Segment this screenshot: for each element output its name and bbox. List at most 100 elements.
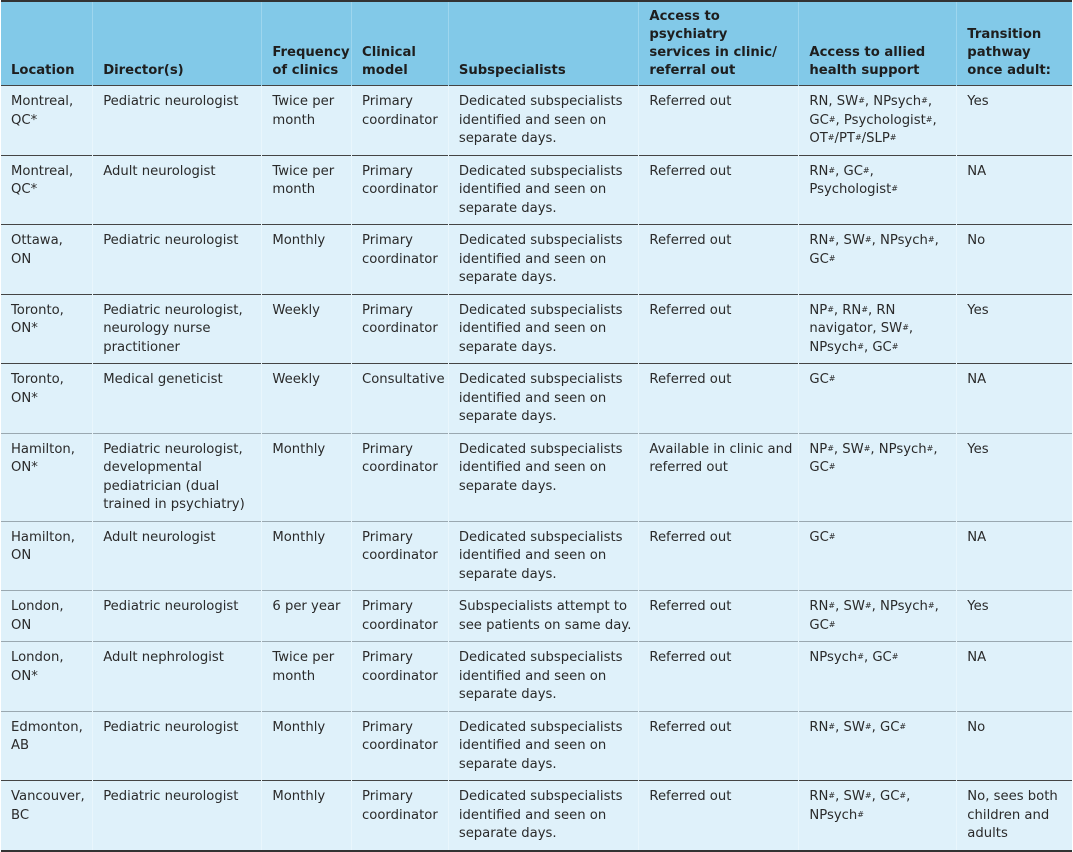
cell-clinical-model: Primary coordinator	[351, 711, 449, 781]
cell-psychiatry-access: Referred out	[638, 521, 799, 591]
allied-item: RN	[809, 599, 829, 614]
allied-item: NP	[809, 302, 828, 318]
footnote-marker: #	[827, 304, 834, 314]
cell-transition: NA	[956, 155, 1072, 225]
cell-transition: Yes	[956, 433, 1072, 521]
allied-item: NPsych	[809, 650, 858, 665]
allied-item: GC	[809, 372, 829, 387]
cell-directors: Adult nephrologist	[92, 641, 262, 711]
cell-location: Hamilton, ON*	[1, 433, 93, 521]
footnote-marker: #	[828, 462, 836, 471]
allied-item: , GC	[809, 94, 933, 128]
allied-item: , GC	[809, 441, 938, 476]
cell-frequency: Twice per month	[261, 641, 352, 711]
cell-transition: Yes	[956, 294, 1072, 364]
footnote-marker: #	[857, 652, 864, 661]
cell-psychiatry-access: Referred out	[638, 224, 799, 294]
header-frequency: Frequency of clinics	[261, 1, 352, 86]
cell-transition: Yes	[956, 85, 1072, 155]
table-row: Montreal, QC* Adult neurologist Twice pe…	[1, 155, 1072, 225]
cell-directors: Adult neurologist	[92, 521, 262, 591]
cell-clinical-model: Primary coordinator	[351, 521, 449, 591]
footnote-marker: #	[858, 96, 865, 105]
footnote-marker: #	[828, 253, 836, 263]
cell-location: Ottawa, ON	[1, 224, 93, 294]
cell-frequency: Weekly	[261, 294, 352, 364]
allied-item: , GC	[863, 650, 892, 665]
allied-item: , SW	[835, 789, 865, 804]
footnote-marker: #	[857, 341, 864, 351]
allied-item: GC	[809, 529, 829, 545]
cell-directors: Pediatric neurologist	[92, 780, 262, 851]
cell-location: London, ON	[1, 590, 93, 642]
table-row: Hamilton, ON* Pediatric neurologist, dev…	[1, 433, 1072, 521]
cell-transition: Yes	[956, 590, 1072, 642]
table-row: London, ON Pediatric neurologist 6 per y…	[1, 590, 1072, 642]
cell-transition: No, sees both children and adults	[956, 780, 1072, 851]
footnote-marker: #	[864, 791, 872, 800]
cell-subspecialists: Dedicated subspecialists identified and …	[447, 294, 639, 364]
footnote-marker: #	[891, 652, 899, 661]
cell-clinical-model: Primary coordinator	[351, 641, 449, 711]
footnote-marker: #	[861, 304, 869, 314]
allied-item: , SW	[835, 233, 865, 248]
cell-subspecialists: Dedicated subspecialists identified and …	[447, 433, 639, 521]
allied-item: RN	[809, 719, 829, 735]
cell-frequency: Monthly	[261, 433, 352, 521]
header-allied-health: Access to allied health support	[798, 1, 957, 86]
cell-clinical-model: Consultative	[351, 363, 449, 433]
footnote-marker: #	[926, 443, 934, 453]
cell-allied-health: GC#	[798, 363, 957, 433]
table-row: Edmonton, AB Pediatric neurologist Month…	[1, 711, 1072, 781]
allied-item: , GC	[863, 339, 892, 355]
footnote-marker: #	[828, 791, 836, 800]
footnote-marker: #	[828, 114, 836, 124]
footnote-marker: #	[857, 809, 864, 819]
allied-item: , OT	[809, 112, 937, 147]
footnote-marker: #	[864, 235, 872, 244]
cell-allied-health: RN#, SW#, GC#	[798, 711, 957, 781]
cell-clinical-model: Primary coordinator	[351, 85, 449, 155]
cell-directors: Medical geneticist	[92, 363, 262, 433]
allied-item: , Psychologist	[809, 163, 892, 198]
header-transition: Transition pathway once adult:	[956, 1, 1072, 86]
footnote-marker: #	[925, 114, 933, 124]
allied-item: , GC	[871, 789, 900, 804]
cell-location: Montreal, QC*	[1, 155, 93, 225]
cell-allied-health: RN#, SW#, NPsych#, GC#	[798, 590, 957, 642]
footnote-marker: #	[899, 721, 907, 731]
allied-item: , GC	[809, 599, 939, 633]
cell-clinical-model: Primary coordinator	[351, 294, 449, 364]
table-header: Location Director(s) Frequency of clinic…	[1, 1, 1072, 86]
table-row: Hamilton, ON Adult neurologist Monthly P…	[1, 521, 1072, 591]
cell-directors: Pediatric neurologist	[92, 711, 262, 781]
footnote-marker: #	[828, 235, 836, 244]
cell-frequency: Monthly	[261, 224, 352, 294]
cell-clinical-model: Primary coordinator	[351, 780, 449, 851]
allied-item: , GC	[809, 233, 939, 267]
allied-item: , SW	[833, 441, 864, 457]
cell-transition: No	[956, 711, 1072, 781]
cell-allied-health: NP#, RN#, RN navigator, SW#, NPsych#, GC…	[798, 294, 957, 364]
footnote-marker: #	[921, 96, 928, 105]
cell-psychiatry-access: Referred out	[638, 294, 799, 364]
cell-allied-health: RN#, SW#, GC#, NPsych#	[798, 780, 957, 851]
cell-psychiatry-access: Referred out	[638, 363, 799, 433]
cell-frequency: 6 per year	[261, 590, 352, 642]
cell-frequency: Monthly	[261, 780, 352, 851]
footnote-marker: #	[827, 133, 835, 142]
cell-subspecialists: Dedicated subspecialists identified and …	[447, 780, 639, 851]
cell-psychiatry-access: Referred out	[638, 155, 799, 225]
allied-item: , Psychologist	[835, 112, 926, 128]
allied-item: , NPsych	[870, 441, 927, 457]
cell-clinical-model: Primary coordinator	[351, 155, 449, 225]
cell-allied-health: NPsych#, GC#	[798, 641, 957, 711]
allied-item: RN	[809, 233, 829, 248]
footnote-marker: #	[927, 601, 935, 610]
footnote-marker: #	[891, 184, 898, 193]
header-directors: Director(s)	[92, 1, 262, 86]
allied-item: /SLP	[861, 131, 890, 146]
footnote-marker: #	[927, 235, 935, 244]
footnote-marker: #	[889, 133, 897, 142]
allied-item: RN	[809, 163, 829, 179]
